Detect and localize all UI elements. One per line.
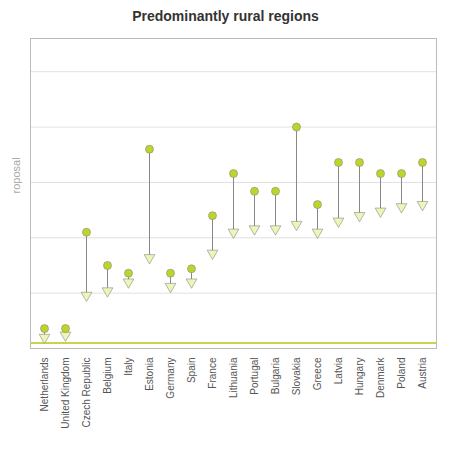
svg-text:Netherlands: Netherlands — [39, 358, 50, 412]
svg-text:Portugal: Portugal — [249, 358, 260, 395]
svg-text:Spain: Spain — [186, 358, 197, 384]
svg-text:Bulgaria: Bulgaria — [270, 357, 281, 394]
svg-text:France: France — [207, 357, 218, 389]
svg-text:Poland: Poland — [396, 358, 407, 389]
svg-text:Estonia: Estonia — [144, 357, 155, 391]
svg-text:Belgium: Belgium — [102, 358, 113, 394]
svg-text:Czech Republic: Czech Republic — [81, 358, 92, 428]
svg-text:Germany: Germany — [165, 358, 176, 399]
svg-text:roposal: roposal — [10, 157, 22, 193]
svg-text:United Kingdom: United Kingdom — [60, 358, 71, 429]
svg-text:Italy: Italy — [123, 358, 134, 376]
svg-text:Hungary: Hungary — [354, 358, 365, 396]
svg-text:Lithuania: Lithuania — [228, 357, 239, 398]
svg-text:Slovakia: Slovakia — [291, 357, 302, 395]
svg-text:Greece: Greece — [312, 357, 323, 390]
svg-text:Latvia: Latvia — [333, 357, 344, 384]
html-text:Predominantly rural regions: Predominantly rural regions — [132, 8, 319, 24]
svg-text:Denmark: Denmark — [375, 357, 386, 399]
svg-text:Austria: Austria — [417, 357, 428, 389]
